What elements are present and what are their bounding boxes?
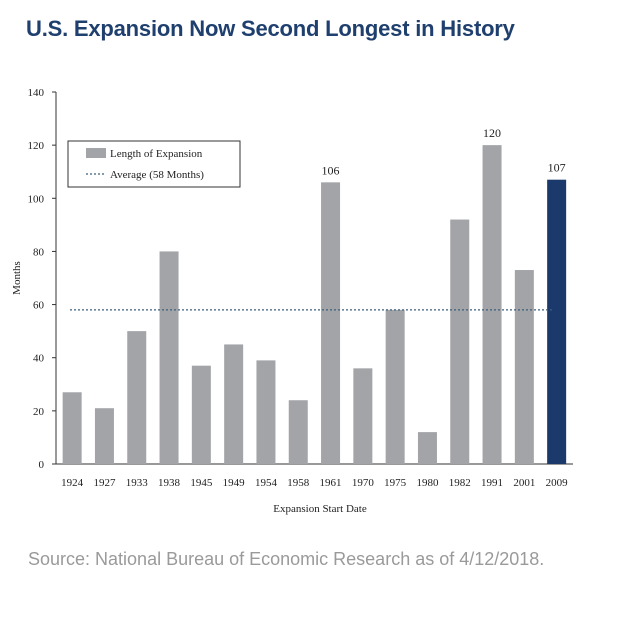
y-tick-label: 20 [33, 406, 45, 418]
data-label: 106 [322, 163, 340, 177]
bar-1980 [417, 432, 437, 464]
x-tick-label: 1938 [158, 477, 181, 489]
x-tick-label: 1980 [416, 477, 439, 489]
x-axis: 1924 1927 1933 1938 1945 1949 1954 1958 1961 1970… [56, 463, 573, 515]
bar-1970 [353, 368, 373, 464]
bar-2001 [514, 270, 534, 464]
x-tick-label: 1945 [190, 477, 213, 489]
x-tick-label: 2009 [546, 477, 569, 489]
y-tick-label: 60 [33, 300, 45, 312]
bars-group [62, 145, 567, 465]
y-tick-label: 100 [28, 193, 45, 205]
bar-2009 [547, 179, 567, 464]
y-tick-label: 140 [28, 87, 45, 99]
bar-1924 [62, 392, 82, 464]
bar-1975 [385, 309, 405, 464]
x-tick-label: 1975 [384, 477, 407, 489]
bar-1961 [321, 182, 341, 465]
bar-1954 [256, 360, 276, 464]
data-label: 107 [548, 161, 566, 175]
data-label: 120 [483, 126, 501, 140]
y-tick-label: 80 [33, 246, 45, 258]
x-tick-label: 1970 [352, 477, 375, 489]
x-tick-label: 2001 [513, 477, 535, 489]
bar-1949 [224, 344, 244, 464]
bar-1945 [191, 365, 211, 464]
source-note: Source: National Bureau of Economic Rese… [28, 549, 545, 569]
chart-title: U.S. Expansion Now Second Longest in His… [26, 16, 515, 41]
x-tick-label: 1958 [287, 477, 310, 489]
legend-swatch-bar [86, 148, 106, 158]
x-tick-label: 1933 [126, 477, 149, 489]
y-tick-label: 0 [39, 459, 45, 471]
bar-1991 [482, 145, 502, 464]
y-axis: 0 20 40 60 80 100 120 140 Months [11, 87, 57, 471]
x-tick-label: 1924 [61, 477, 84, 489]
data-labels-group: 106 120 107 [322, 126, 566, 177]
x-tick-label: 1961 [320, 477, 342, 489]
y-axis-label: Months [11, 261, 23, 295]
bar-1927 [94, 408, 114, 464]
bar-1933 [127, 331, 147, 464]
bar-1938 [159, 251, 179, 464]
bar-1982 [450, 219, 470, 464]
x-tick-label: 1927 [93, 477, 116, 489]
y-tick-label: 120 [28, 140, 45, 152]
legend: Length of Expansion Average (58 Months) [67, 140, 241, 188]
x-axis-label: Expansion Start Date [273, 503, 367, 515]
y-tick-label: 40 [33, 353, 45, 365]
x-tick-label: 1949 [223, 477, 246, 489]
x-tick-label: 1954 [255, 477, 278, 489]
legend-label-length: Length of Expansion [110, 148, 203, 160]
legend-label-average: Average (58 Months) [110, 169, 204, 181]
x-tick-label: 1991 [481, 477, 503, 489]
x-tick-label: 1982 [449, 477, 471, 489]
bar-1958 [288, 400, 308, 464]
